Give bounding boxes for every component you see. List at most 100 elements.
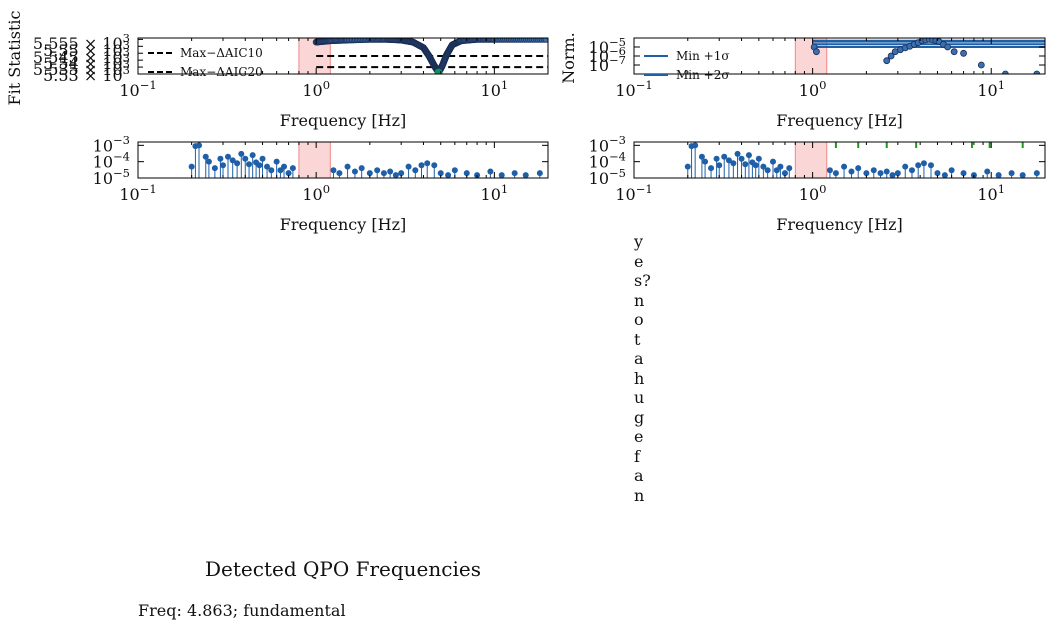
stem-point xyxy=(1008,170,1015,177)
stem-point xyxy=(330,167,337,174)
stem-point xyxy=(451,167,458,174)
stem-point xyxy=(692,142,699,149)
stem-point xyxy=(734,150,741,157)
y-tick-label: 10−3 xyxy=(589,133,626,155)
stem-point xyxy=(894,170,901,177)
stem-point xyxy=(536,170,543,177)
legend-label: Min +1σ xyxy=(676,49,730,63)
side-note: yes? not a huge fan xyxy=(634,232,656,505)
x-tick-label: 101 xyxy=(977,78,1005,100)
stem-point xyxy=(738,155,745,162)
stem-point xyxy=(387,168,394,175)
stem-point xyxy=(249,152,256,159)
y-tick-label: 5.55 × 103 xyxy=(43,38,130,60)
stem-point xyxy=(698,153,705,160)
fit-point xyxy=(542,38,548,43)
stem-point xyxy=(234,160,241,167)
x-tick-label: 100 xyxy=(302,78,330,100)
best-fit-point xyxy=(434,68,443,74)
stem-point xyxy=(445,172,452,178)
y-tick-label: 10−4 xyxy=(93,149,130,171)
stem-point xyxy=(848,168,855,175)
stem-point xyxy=(211,165,218,172)
x-tick-label: 10−1 xyxy=(119,182,156,204)
stem-point xyxy=(870,167,877,174)
axes-frame xyxy=(137,141,549,179)
stem-point xyxy=(366,170,373,177)
legend-label: Min +2σ xyxy=(676,68,730,82)
stem-point xyxy=(934,170,941,177)
x-axis-label: Frequency [Hz] xyxy=(280,215,407,234)
stem-point xyxy=(713,155,720,162)
highlight-band xyxy=(794,142,828,178)
stem-point xyxy=(941,172,948,178)
stem-point xyxy=(877,170,884,177)
stem-point xyxy=(855,165,862,172)
stem-point xyxy=(721,153,728,160)
chart-stem-right: 10−1 100 101 Frequency [Hz] 10−310−410−5 xyxy=(589,133,1046,234)
stem-point xyxy=(927,162,934,169)
stem-point xyxy=(246,161,253,168)
stem-point xyxy=(431,162,438,169)
highlight-band xyxy=(298,142,331,178)
stem-point xyxy=(725,157,732,164)
y-tick-label: 10−5 xyxy=(93,166,130,188)
stem-point xyxy=(511,170,518,177)
stem-point xyxy=(769,158,776,165)
stem-point xyxy=(752,162,759,169)
stem-point xyxy=(832,170,839,177)
stem-point xyxy=(1019,172,1026,178)
stem-point xyxy=(220,162,227,169)
stem-point xyxy=(760,163,767,170)
y-tick-label: 5.545 × 103 xyxy=(33,45,130,67)
stem-point xyxy=(188,163,195,170)
y-axis-label: Norm. xyxy=(559,32,578,84)
norm-point xyxy=(1033,70,1041,74)
norm-point xyxy=(944,43,952,51)
stem-point xyxy=(424,160,431,167)
stem-point xyxy=(268,167,275,174)
norm-point xyxy=(977,61,985,69)
stem-point xyxy=(412,167,419,174)
stem-point xyxy=(229,157,236,164)
stem-point xyxy=(351,168,358,175)
x-tick-label: 101 xyxy=(481,78,509,100)
norm-point xyxy=(960,49,967,57)
x-tick-label: 10−1 xyxy=(615,182,652,204)
stem-point xyxy=(344,163,351,170)
legend-label: Max−ΔAIC20 xyxy=(180,65,263,79)
stem-point xyxy=(708,165,715,172)
stem-point xyxy=(259,155,266,162)
stem-point xyxy=(522,172,529,178)
stem-point xyxy=(702,158,709,165)
stem-point xyxy=(755,155,762,162)
x-tick-label: 10−1 xyxy=(119,78,156,100)
stem-point xyxy=(273,158,280,165)
y-tick-label: 10−3 xyxy=(93,133,130,155)
y-tick-label: 5.535 × 103 xyxy=(33,57,130,79)
x-tick-label: 100 xyxy=(799,78,827,100)
norm-point xyxy=(950,48,958,56)
stem-point xyxy=(764,167,771,174)
x-tick-label: 10−1 xyxy=(615,78,652,100)
stem-point xyxy=(336,170,343,177)
stem-point xyxy=(730,160,737,167)
x-tick-label: 100 xyxy=(302,182,330,204)
axes-frame xyxy=(137,37,549,75)
y-axis-label: Fit Statistic xyxy=(5,11,24,106)
stem-point xyxy=(960,170,967,177)
stem-point xyxy=(418,162,425,169)
norm-point xyxy=(813,48,820,56)
stem-point xyxy=(238,150,245,157)
stem-point xyxy=(374,167,381,174)
stem-point xyxy=(920,160,927,167)
stem-point xyxy=(995,172,1002,178)
stem-point xyxy=(908,167,915,174)
x-tick-label: 101 xyxy=(977,182,1005,204)
x-axis-label: Frequency [Hz] xyxy=(776,111,903,130)
stem-point xyxy=(358,165,365,172)
stem-point xyxy=(202,153,209,160)
stem-point xyxy=(902,163,909,170)
x-axis-label: Frequency [Hz] xyxy=(776,215,903,234)
stem-point xyxy=(217,155,224,162)
